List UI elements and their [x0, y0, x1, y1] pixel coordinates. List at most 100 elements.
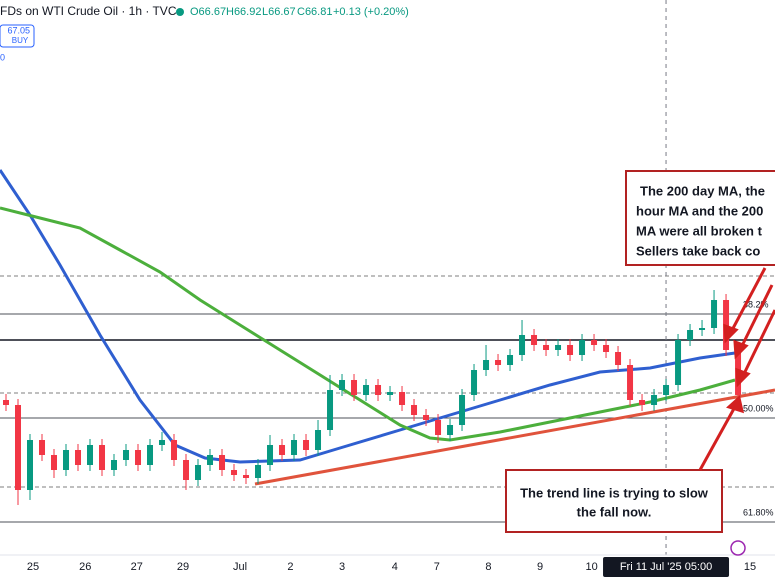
x-tick-label: 10: [586, 561, 598, 573]
candle-body: [75, 450, 82, 465]
crosshair-label-box: [603, 557, 730, 577]
candle-body: [375, 385, 382, 395]
candle-body: [291, 440, 298, 455]
x-tick-label: 4: [392, 561, 398, 573]
level-label: 50.00% (: [743, 403, 775, 413]
x-tick-label: 3: [339, 561, 345, 573]
candle-body: [435, 420, 442, 435]
candle-body: [207, 455, 214, 465]
candle-body: [39, 440, 46, 455]
candle-body: [663, 385, 670, 395]
candle-body: [339, 380, 346, 390]
candle-body: [351, 380, 358, 395]
x-tick-label: 2: [287, 561, 293, 573]
candle-body: [387, 392, 394, 395]
arrow: [740, 309, 775, 379]
candle-body: [147, 445, 154, 465]
candle-body: [555, 345, 562, 350]
ohlc-open: O66.67: [190, 6, 226, 18]
level-label: 61.80% (: [743, 507, 775, 517]
candle-body: [3, 400, 10, 405]
candle-body: [711, 300, 718, 328]
candle-body: [399, 392, 406, 405]
candle-body: [651, 395, 658, 405]
annotation-text: hour MA and the 200: [636, 203, 763, 218]
candle-body: [495, 360, 502, 365]
x-tick-label: 27: [131, 561, 143, 573]
annotation-text: The 200 day MA, the: [640, 183, 765, 198]
candle-body: [603, 345, 610, 352]
candle-body: [87, 445, 94, 465]
ohlc-high: H66.92: [226, 6, 261, 18]
arrowhead: [733, 339, 749, 360]
annotation-text: MA were all broken t: [636, 223, 763, 238]
candle-body: [99, 445, 106, 470]
candle-body: [459, 395, 466, 425]
side-value: 0: [0, 52, 5, 62]
candle-body: [471, 370, 478, 395]
ohlc-close: C66.81: [297, 6, 332, 18]
candle-body: [531, 335, 538, 345]
candle-body: [303, 440, 310, 450]
candle-body: [195, 465, 202, 480]
candle-body: [507, 355, 514, 365]
arrowhead: [726, 395, 745, 414]
candle-body: [111, 460, 118, 470]
candle-body: [231, 470, 238, 475]
candle-body: [543, 345, 550, 350]
candle-body: [135, 450, 142, 465]
x-tick-label: 9: [537, 561, 543, 573]
candle-body: [27, 440, 34, 490]
candle-body: [183, 460, 190, 480]
candle-body: [51, 455, 58, 470]
candle-body: [63, 450, 70, 470]
x-tick-label: 29: [177, 561, 189, 573]
x-tick-label: 26: [79, 561, 91, 573]
candle-body: [447, 425, 454, 435]
line-series: [0, 206, 736, 442]
x-axis: 25 26 27 29 Jul 2 3 4 7 8 9 10 15 Fri 11 Jul '25 05:0…: [27, 557, 756, 577]
buy-label[interactable]: BUY: [12, 36, 29, 45]
candle-body: [219, 455, 226, 470]
candle-body: [615, 352, 622, 365]
icon: [730, 540, 746, 556]
header: FDs on WTI Crude Oil · 1h · TVC O66.67 H…: [0, 4, 409, 62]
candle-body: [327, 390, 334, 430]
annotation-box: [625, 170, 775, 266]
annotation-text: Sellers take back co: [636, 243, 760, 258]
arrowhead: [735, 367, 751, 388]
line-series: [0, 169, 736, 464]
annotation-text: The trend line is trying to slow: [520, 485, 709, 500]
candle-body: [627, 365, 634, 400]
annotations: The 200 day MA, the hour MA and the 200 …: [505, 170, 775, 533]
level-label: 38.2%: [743, 299, 769, 309]
candle-body: [171, 440, 178, 460]
candle-body: [567, 345, 574, 355]
ohlc-change: +0.13 (+0.20%): [333, 6, 409, 18]
x-tick-label: Jul: [233, 561, 247, 573]
candle-body: [675, 340, 682, 385]
arrowhead: [723, 323, 739, 344]
candle-body: [315, 430, 322, 450]
candle-body: [519, 335, 526, 355]
candle-body: [255, 465, 262, 478]
x-tick-label: 7: [434, 561, 440, 573]
candle-body: [243, 475, 250, 478]
crosshair-label: Fri 11 Jul '25 05:00: [620, 561, 712, 573]
x-tick-label: 15: [744, 561, 756, 573]
annotation-text: the fall now.: [577, 504, 652, 519]
candle-body: [423, 415, 430, 420]
candle-body: [15, 405, 22, 490]
buy-price[interactable]: 67.05: [7, 25, 30, 35]
candle-body: [699, 328, 706, 330]
arrow: [728, 267, 767, 335]
candle-body: [123, 450, 130, 460]
candle-body: [363, 385, 370, 395]
arrow: [738, 284, 774, 351]
candle-body: [591, 340, 598, 345]
buy-button[interactable]: [0, 24, 35, 48]
status-dot: [176, 8, 184, 16]
candle-body: [579, 340, 586, 355]
candle-body: [483, 360, 490, 370]
candle-body: [159, 440, 166, 445]
